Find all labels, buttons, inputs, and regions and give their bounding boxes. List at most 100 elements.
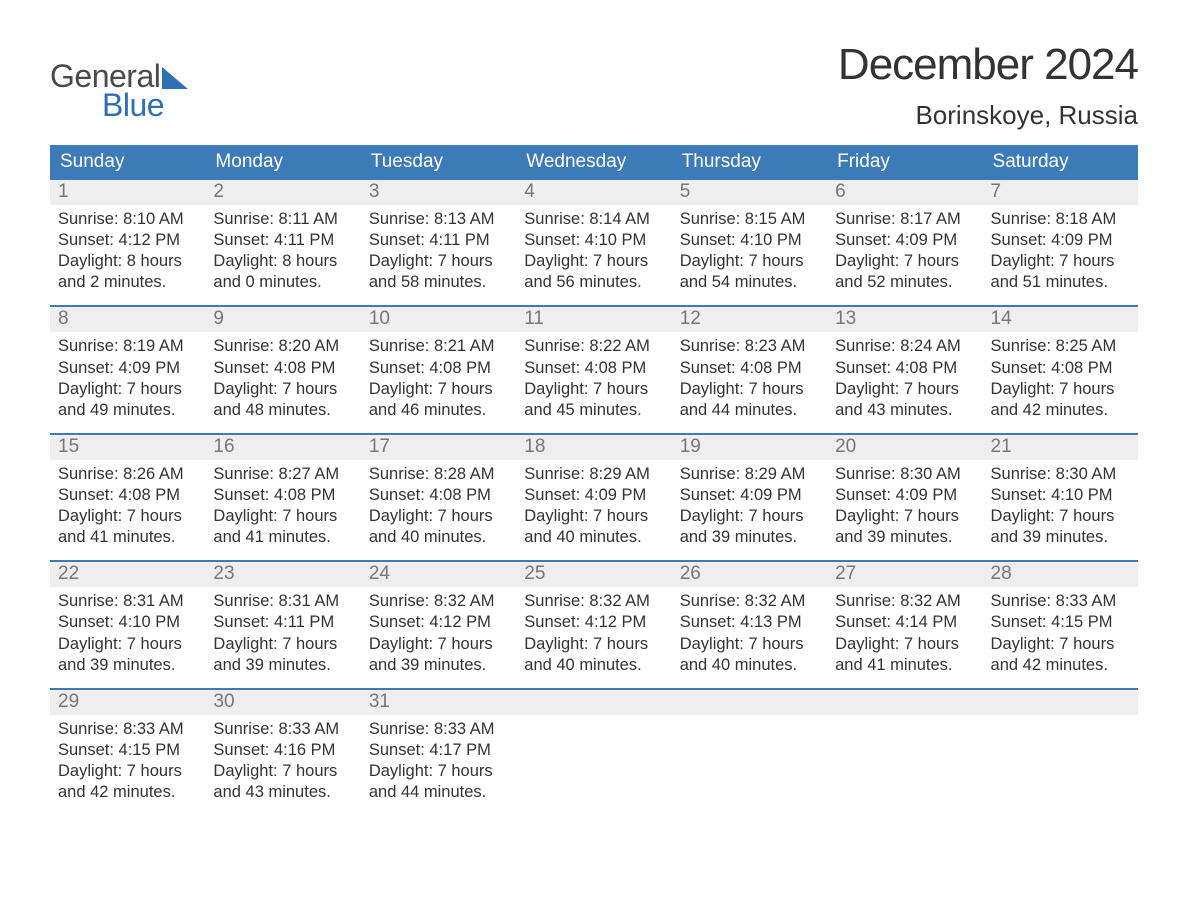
day-cell: 19 Sunrise: 8:29 AMSunset: 4:09 PMDayligh… [672, 435, 827, 548]
day-sunrise: Sunrise: 8:18 AM [991, 209, 1130, 230]
day-dl2: and 39 minutes. [680, 527, 819, 548]
day-dl1: Daylight: 7 hours [524, 634, 663, 655]
day-sunset: Sunset: 4:08 PM [524, 358, 663, 379]
day-number: 9 [205, 307, 360, 332]
day-details: Sunrise: 8:20 AMSunset: 4:08 PMDaylight:… [213, 336, 352, 420]
day-dl1: Daylight: 7 hours [58, 761, 197, 782]
day-cell: 15Sunrise: 8:26 AMSunset: 4:08 PMDayligh… [50, 435, 205, 548]
day-sunset: Sunset: 4:11 PM [213, 230, 352, 251]
day-dl1: Daylight: 7 hours [524, 506, 663, 527]
day-dl2: and 52 minutes. [835, 272, 974, 293]
day-dl1: Daylight: 7 hours [991, 251, 1130, 272]
day-sunset: Sunset: 4:09 PM [680, 485, 819, 506]
day-number: 16 [205, 435, 360, 460]
day-cell: 22Sunrise: 8:31 AMSunset: 4:10 PMDayligh… [50, 562, 205, 675]
day-sunset: Sunset: 4:08 PM [369, 485, 508, 506]
day-dl1: Daylight: 7 hours [991, 634, 1130, 655]
day-details: Sunrise: 8:29 AMSunset: 4:09 PMDaylight:… [680, 464, 819, 548]
day-cell: 11 Sunrise: 8:22 AMSunset: 4:08 PMDayligh… [516, 307, 671, 420]
day-number: 5 [672, 180, 827, 205]
day-number: 17 [361, 435, 516, 460]
day-cell: 26Sunrise: 8:32 AMSunset: 4:13 PMDayligh… [672, 562, 827, 675]
day-number: 11 [516, 307, 671, 332]
dow-friday: Friday [827, 145, 982, 180]
day-details: Sunrise: 8:32 AMSunset: 4:12 PMDaylight:… [524, 591, 663, 675]
day-dl2: and 40 minutes. [524, 655, 663, 676]
day-number: 25 [516, 562, 671, 587]
day-cell: 12Sunrise: 8:23 AMSunset: 4:08 PMDayligh… [672, 307, 827, 420]
day-cell: 30Sunrise: 8:33 AMSunset: 4:16 PMDayligh… [205, 690, 360, 803]
day-dl2: and 39 minutes. [213, 655, 352, 676]
day-number: 3 [361, 180, 516, 205]
day-details: Sunrise: 8:32 AMSunset: 4:14 PMDaylight:… [835, 591, 974, 675]
day-dl1: Daylight: 7 hours [58, 379, 197, 400]
day-number [672, 690, 827, 715]
day-details: Sunrise: 8:19 AMSunset: 4:09 PMDaylight:… [58, 336, 197, 420]
day-cell: 2Sunrise: 8:11 AMSunset: 4:11 PMDaylight… [205, 180, 360, 293]
day-dl1: Daylight: 7 hours [991, 379, 1130, 400]
day-dl1: Daylight: 7 hours [213, 379, 352, 400]
day-dl2: and 42 minutes. [991, 400, 1130, 421]
day-details: Sunrise: 8:32 AMSunset: 4:12 PMDaylight:… [369, 591, 508, 675]
day-dl1: Daylight: 8 hours [58, 251, 197, 272]
day-details: Sunrise: 8:28 AMSunset: 4:08 PMDaylight:… [369, 464, 508, 548]
day-sunrise: Sunrise: 8:26 AM [58, 464, 197, 485]
day-dl1: Daylight: 7 hours [524, 251, 663, 272]
day-cell: 25 Sunrise: 8:32 AMSunset: 4:12 PMDayligh… [516, 562, 671, 675]
day-number: 13 [827, 307, 982, 332]
day-details: Sunrise: 8:10 AMSunset: 4:12 PMDaylight:… [58, 209, 197, 293]
day-sunset: Sunset: 4:10 PM [680, 230, 819, 251]
day-details: Sunrise: 8:27 AMSunset: 4:08 PMDaylight:… [213, 464, 352, 548]
day-dl2: and 58 minutes. [369, 272, 508, 293]
day-sunrise: Sunrise: 8:33 AM [991, 591, 1130, 612]
day-number: 29 [50, 690, 205, 715]
day-dl2: and 40 minutes. [524, 527, 663, 548]
day-sunset: Sunset: 4:09 PM [991, 230, 1130, 251]
day-details: Sunrise: 8:24 AMSunset: 4:08 PMDaylight:… [835, 336, 974, 420]
dow-wednesday: Wednesday [516, 145, 671, 180]
day-number: 19 [672, 435, 827, 460]
day-details: Sunrise: 8:29 AMSunset: 4:09 PMDaylight:… [524, 464, 663, 548]
day-number: 23 [205, 562, 360, 587]
day-dl1: Daylight: 7 hours [369, 251, 508, 272]
day-dl2: and 39 minutes. [835, 527, 974, 548]
day-sunset: Sunset: 4:09 PM [835, 230, 974, 251]
day-dl1: Daylight: 7 hours [213, 506, 352, 527]
day-sunrise: Sunrise: 8:14 AM [524, 209, 663, 230]
day-of-week-header: SundayMondayTuesdayWednesdayThursdayFrid… [50, 145, 1138, 180]
day-number: 21 [983, 435, 1138, 460]
day-sunset: Sunset: 4:08 PM [835, 358, 974, 379]
day-details: Sunrise: 8:22 AMSunset: 4:08 PMDaylight:… [524, 336, 663, 420]
dow-tuesday: Tuesday [361, 145, 516, 180]
week-row: 29Sunrise: 8:33 AMSunset: 4:15 PMDayligh… [50, 688, 1138, 803]
title-block: December 2024 Borinskoye, Russia [838, 40, 1138, 131]
day-number: 14 [983, 307, 1138, 332]
day-dl1: Daylight: 7 hours [213, 634, 352, 655]
day-details: Sunrise: 8:13 AMSunset: 4:11 PMDaylight:… [369, 209, 508, 293]
day-sunset: Sunset: 4:12 PM [524, 612, 663, 633]
day-details: Sunrise: 8:33 AMSunset: 4:15 PMDaylight:… [991, 591, 1130, 675]
day-sunrise: Sunrise: 8:15 AM [680, 209, 819, 230]
day-sunrise: Sunrise: 8:17 AM [835, 209, 974, 230]
day-sunrise: Sunrise: 8:21 AM [369, 336, 508, 357]
day-cell: 4Sunrise: 8:14 AMSunset: 4:10 PMDaylight… [516, 180, 671, 293]
day-number: 20 [827, 435, 982, 460]
week-row: 1Sunrise: 8:10 AMSunset: 4:12 PMDaylight… [50, 180, 1138, 293]
day-cell: 21Sunrise: 8:30 AMSunset: 4:10 PMDayligh… [983, 435, 1138, 548]
day-cell: 18Sunrise: 8:29 AMSunset: 4:09 PMDayligh… [516, 435, 671, 548]
day-sunset: Sunset: 4:10 PM [524, 230, 663, 251]
day-dl2: and 40 minutes. [369, 527, 508, 548]
day-sunset: Sunset: 4:17 PM [369, 740, 508, 761]
page-title: December 2024 [838, 40, 1138, 90]
day-number: 7 [983, 180, 1138, 205]
day-sunrise: Sunrise: 8:10 AM [58, 209, 197, 230]
day-details: Sunrise: 8:23 AMSunset: 4:08 PMDaylight:… [680, 336, 819, 420]
day-dl1: Daylight: 7 hours [58, 634, 197, 655]
day-dl1: Daylight: 7 hours [369, 634, 508, 655]
day-details: Sunrise: 8:11 AMSunset: 4:11 PMDaylight:… [213, 209, 352, 293]
day-sunset: Sunset: 4:10 PM [58, 612, 197, 633]
day-dl1: Daylight: 7 hours [835, 379, 974, 400]
day-dl2: and 56 minutes. [524, 272, 663, 293]
day-dl2: and 42 minutes. [58, 782, 197, 803]
day-sunset: Sunset: 4:08 PM [213, 485, 352, 506]
